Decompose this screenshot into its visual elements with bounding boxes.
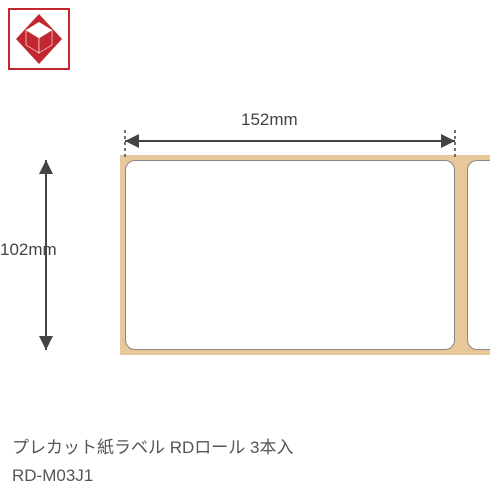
width-dimension-label: 152mm xyxy=(235,110,304,130)
product-model-number: RD-M03J1 xyxy=(12,466,93,486)
height-dimension-label: 102mm xyxy=(0,240,57,260)
extension-lines xyxy=(85,130,495,360)
brand-logo xyxy=(8,8,70,70)
width-dimension-arrow xyxy=(125,140,455,142)
product-caption: プレカット紙ラベル RDロール 3本入 xyxy=(12,433,293,458)
label-dimension-diagram: 152mm 102mm xyxy=(85,130,490,360)
